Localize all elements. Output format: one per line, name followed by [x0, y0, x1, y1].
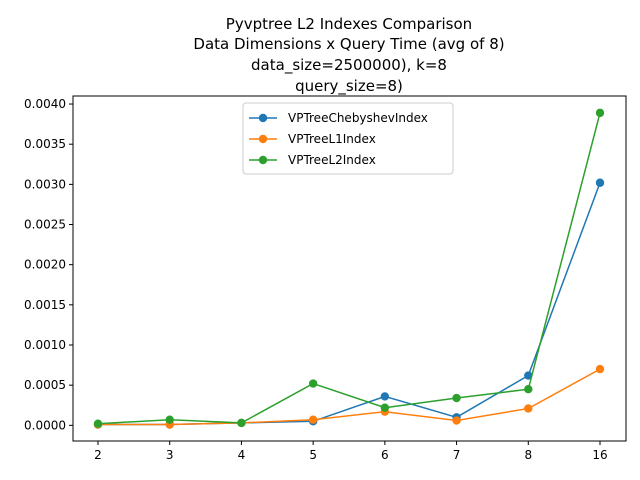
data-point-vptreel1index	[452, 416, 461, 425]
data-point-vptreel2index	[237, 418, 246, 428]
axes-frame	[72, 95, 627, 442]
x-tick-label: 2	[94, 448, 102, 462]
x-tick-label: 16	[592, 448, 607, 462]
x-tick-label: 5	[309, 448, 317, 462]
legend-marker-vptreel1index	[258, 134, 268, 144]
legend-label-vptreel1index: VPTreeL1Index	[288, 132, 376, 146]
y-tick-label: 0.0020	[24, 258, 66, 272]
y-tick-label: 0.0040	[24, 97, 66, 111]
chart-title-line-2: Data Dimensions x Query Time (avg of 8)	[193, 35, 504, 53]
legend-label-vptreechebyshevindex: VPTreeChebyshevIndex	[288, 111, 428, 125]
data-point-vptreel2index	[380, 403, 390, 412]
series-line-vptreel2index	[97, 112, 601, 425]
legend-marker-vptreechebyshevindex	[258, 113, 268, 123]
data-point-vptreechebyshevindex	[524, 371, 533, 380]
y-tick-label: 0.0015	[24, 298, 66, 312]
chart-title-line-3: data_size=2500000), k=8	[251, 56, 447, 75]
x-tick-label: 7	[453, 448, 461, 462]
x-tick-label: 3	[166, 448, 174, 462]
data-point-vptreel2index	[452, 393, 461, 403]
legend-label-vptreel2index: VPTreeL2Index	[288, 153, 376, 167]
y-tick-label: 0.0000	[24, 418, 66, 432]
data-point-vptreel2index	[93, 419, 103, 428]
chart-title-line-1: Pyvptree L2 Indexes Comparison	[226, 15, 472, 33]
data-point-vptreel2index	[308, 379, 318, 388]
y-tick-label: 0.0030	[24, 177, 66, 191]
plot-area: 2 3 4 5 6 7 8 16 0.0000 0.0005 0.0010 0.0015 0.0020 0…	[24, 95, 627, 462]
legend-marker-vptreel2index	[258, 155, 268, 165]
data-point-vptreel2index	[165, 415, 174, 424]
y-tick-label: 0.0005	[24, 378, 66, 392]
y-tick-label: 0.0010	[24, 338, 66, 352]
data-point-vptreel1index	[524, 404, 533, 413]
y-tick-label: 0.0035	[24, 137, 66, 151]
x-tick-label: 8	[524, 448, 532, 462]
data-point-vptreel1index	[595, 364, 605, 374]
data-point-vptreel1index	[308, 415, 318, 424]
legend: VPTreeChebyshevIndex VPTreeL1Index VPTreeL…	[242, 102, 454, 175]
legend-box	[242, 102, 454, 175]
series-line-vptreel1index	[98, 368, 601, 426]
data-point-vptreechebyshevindex	[595, 178, 605, 187]
y-tick-label: 0.0025	[24, 218, 66, 232]
chart-title: Pyvptree L2 Indexes Comparison Data Dime…	[193, 15, 504, 96]
data-point-vptreechebyshevindex	[380, 392, 390, 401]
chart-title-line-4: query_size=8)	[295, 77, 403, 96]
x-tick-label: 6	[381, 448, 389, 462]
data-point-vptreel2index	[524, 384, 533, 394]
data-point-vptreel2index	[595, 108, 605, 118]
x-tick-label: 4	[238, 448, 246, 462]
